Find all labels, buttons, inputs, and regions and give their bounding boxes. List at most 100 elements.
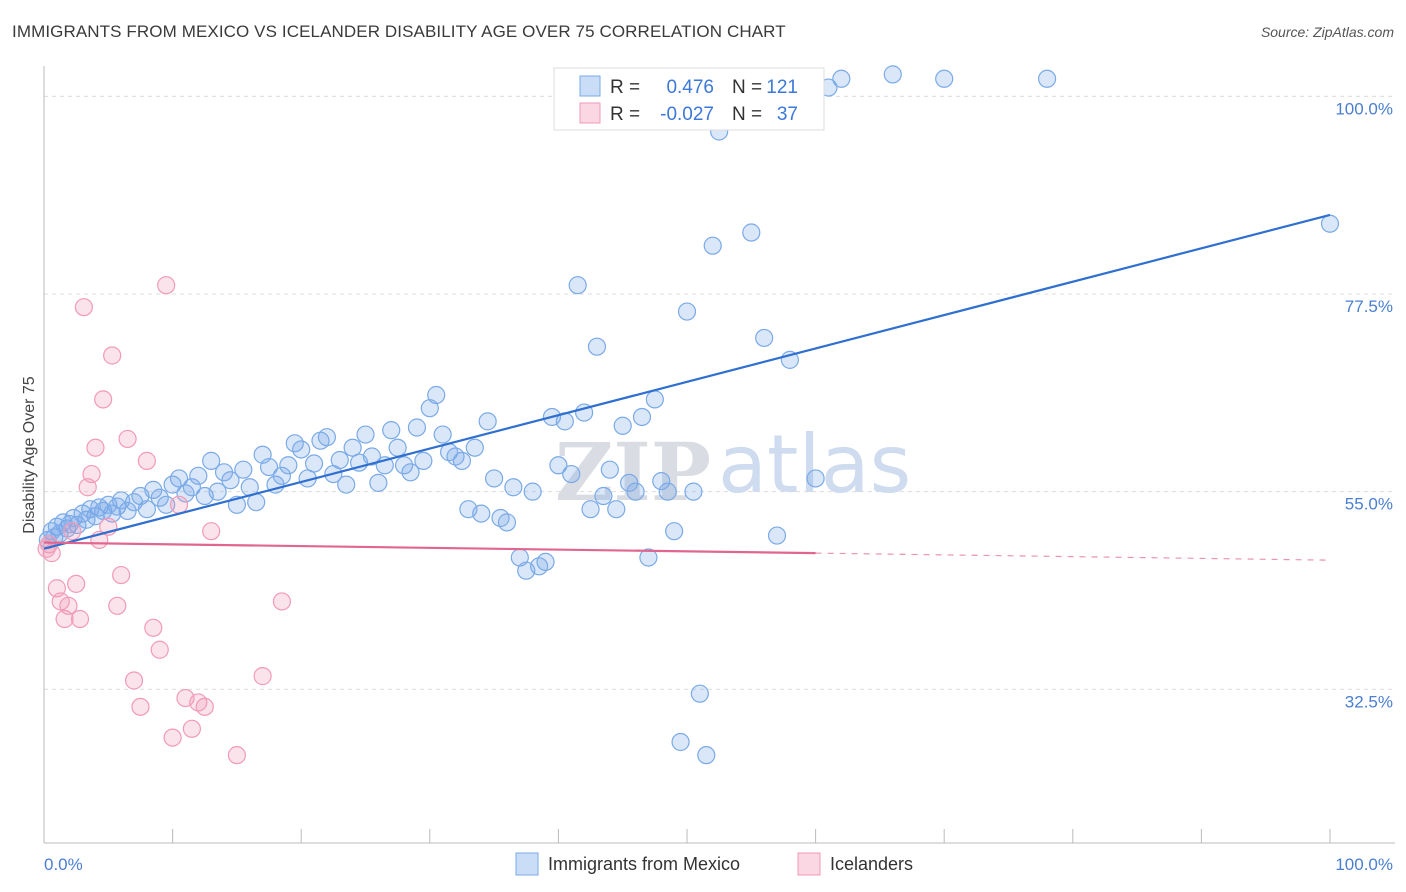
data-point bbox=[433, 425, 452, 444]
data-point bbox=[1037, 69, 1057, 88]
data-point bbox=[67, 574, 86, 593]
data-point bbox=[697, 746, 716, 765]
legend-n-value: 121 bbox=[766, 77, 798, 98]
data-point bbox=[1320, 214, 1340, 233]
data-point bbox=[137, 451, 156, 470]
data-point bbox=[414, 451, 433, 470]
data-point bbox=[407, 418, 427, 437]
data-point bbox=[157, 276, 176, 295]
chart-source: Source: ZipAtlas.com bbox=[1260, 24, 1394, 40]
data-point bbox=[337, 475, 356, 494]
data-point bbox=[832, 69, 851, 88]
trend-line-dashed-1 bbox=[815, 552, 1331, 561]
bottom-legend-swatch bbox=[797, 852, 821, 876]
data-point bbox=[645, 390, 664, 409]
data-point bbox=[600, 460, 619, 479]
data-point bbox=[382, 421, 401, 440]
trend-line-1 bbox=[43, 541, 816, 555]
data-point bbox=[163, 728, 182, 747]
legend-frame bbox=[553, 67, 825, 131]
data-point bbox=[304, 454, 324, 473]
data-point bbox=[227, 746, 246, 765]
data-point bbox=[144, 618, 163, 637]
data-point bbox=[478, 412, 497, 431]
data-point bbox=[568, 276, 587, 295]
data-point bbox=[330, 450, 349, 470]
data-point bbox=[221, 471, 240, 490]
y-tick-label: 100.0% bbox=[1335, 99, 1393, 118]
watermark: ZIP atlas bbox=[555, 418, 911, 519]
data-point bbox=[94, 390, 113, 409]
legend-r-value: 0.476 bbox=[666, 77, 714, 98]
legend-r-label: R = bbox=[610, 77, 640, 98]
data-point bbox=[112, 565, 131, 585]
data-point bbox=[626, 482, 645, 501]
data-point bbox=[594, 486, 613, 506]
data-point bbox=[259, 457, 279, 477]
data-point bbox=[549, 456, 568, 475]
bottom-legend: Immigrants from Mexico Icelanders bbox=[515, 852, 913, 876]
legend-n-value: 37 bbox=[777, 104, 798, 125]
chart-title: IMMIGRANTS FROM MEXICO VS ICELANDER DISA… bbox=[12, 22, 786, 41]
data-point bbox=[485, 469, 504, 488]
data-point bbox=[465, 438, 484, 457]
data-point bbox=[208, 482, 227, 501]
data-point bbox=[452, 451, 472, 470]
data-point bbox=[74, 298, 93, 317]
data-point bbox=[427, 385, 446, 405]
y-tick-labels: 100.0% 77.5% 55.0% 32.5% bbox=[1335, 99, 1393, 711]
data-point bbox=[523, 482, 542, 501]
x-tick-label: 100.0% bbox=[1335, 855, 1393, 874]
data-point bbox=[103, 346, 122, 365]
data-point bbox=[472, 504, 491, 523]
data-point bbox=[742, 223, 761, 242]
data-point bbox=[607, 500, 626, 519]
data-point bbox=[182, 478, 201, 497]
data-point bbox=[77, 510, 96, 529]
data-point bbox=[677, 302, 697, 321]
data-point bbox=[690, 684, 709, 703]
data-point bbox=[587, 337, 607, 356]
data-point bbox=[883, 65, 902, 84]
data-point bbox=[202, 451, 221, 470]
data-point bbox=[755, 328, 774, 348]
y-axis-label: Disability Age Over 75 bbox=[21, 376, 38, 534]
data-point bbox=[562, 464, 581, 484]
data-point bbox=[70, 609, 90, 629]
data-point bbox=[504, 478, 523, 497]
data-point bbox=[59, 596, 78, 615]
data-point bbox=[581, 500, 600, 519]
trend-line-0 bbox=[43, 213, 1331, 550]
bottom-legend-swatch bbox=[515, 852, 539, 876]
y-tick-label: 55.0% bbox=[1345, 495, 1393, 514]
data-point bbox=[935, 69, 954, 88]
legend-swatch bbox=[579, 75, 601, 97]
data-point bbox=[292, 440, 311, 459]
watermark-zip: ZIP bbox=[555, 425, 711, 519]
trend-lines bbox=[43, 213, 1331, 561]
data-point bbox=[124, 671, 144, 690]
data-point bbox=[613, 416, 632, 435]
data-point bbox=[632, 407, 652, 427]
legend-r-value: -0.027 bbox=[660, 104, 714, 125]
data-point bbox=[767, 526, 787, 545]
data-point bbox=[652, 471, 671, 491]
y-tick-label: 32.5% bbox=[1345, 692, 1393, 711]
data-point bbox=[189, 466, 208, 485]
data-point bbox=[388, 438, 407, 457]
series-immigrants-from-mexico bbox=[38, 65, 1340, 765]
watermark-atlas: atlas bbox=[718, 418, 911, 511]
data-point bbox=[253, 667, 272, 686]
grid-lines bbox=[44, 95, 1395, 690]
data-point bbox=[684, 482, 703, 501]
data-point bbox=[82, 464, 101, 484]
data-point bbox=[169, 495, 189, 514]
y-tick-label: 77.5% bbox=[1345, 297, 1393, 316]
data-point bbox=[118, 429, 137, 449]
data-point bbox=[63, 522, 82, 541]
data-point bbox=[182, 719, 201, 738]
data-point bbox=[497, 513, 517, 532]
data-point bbox=[272, 592, 292, 611]
data-point bbox=[658, 482, 677, 501]
